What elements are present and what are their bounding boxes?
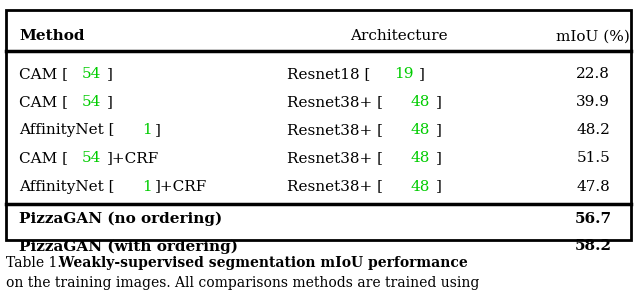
Text: 51.5: 51.5 [576,151,610,165]
Text: PizzaGAN (with ordering): PizzaGAN (with ordering) [19,239,238,254]
Text: ]+CRF: ]+CRF [107,151,159,165]
Text: 1: 1 [142,180,152,194]
Text: ]: ] [107,95,113,109]
Text: 48: 48 [410,123,430,137]
Text: 22.8: 22.8 [576,67,610,81]
Text: 19: 19 [394,67,413,81]
Text: Table 1.: Table 1. [6,256,62,270]
Text: ]: ] [435,151,441,165]
Text: mIoU (%): mIoU (%) [556,29,630,43]
Text: 48: 48 [410,180,430,194]
Text: PizzaGAN (no ordering): PizzaGAN (no ordering) [19,211,222,226]
Text: 48: 48 [410,95,430,109]
Text: 58.2: 58.2 [575,239,612,253]
Text: AffinityNet [: AffinityNet [ [19,123,115,137]
Text: on the training images. All comparisons methods are trained using: on the training images. All comparisons … [6,276,480,290]
Text: ]: ] [419,67,425,81]
Text: ]: ] [107,67,113,81]
Text: Resnet18 [: Resnet18 [ [287,67,371,81]
Text: ]: ] [435,180,441,194]
Text: Resnet38+ [: Resnet38+ [ [287,151,383,165]
Text: 47.8: 47.8 [576,180,610,194]
Text: Architecture: Architecture [350,29,447,43]
Text: ]: ] [435,123,441,137]
Text: 48.2: 48.2 [576,123,610,137]
Text: AffinityNet [: AffinityNet [ [19,180,115,194]
Text: 54: 54 [82,151,102,165]
Text: CAM [: CAM [ [19,67,68,81]
Text: Resnet38+ [: Resnet38+ [ [287,180,383,194]
Text: 1: 1 [142,123,152,137]
Text: Resnet38+ [: Resnet38+ [ [287,95,383,109]
Text: CAM [: CAM [ [19,95,68,109]
Text: ]: ] [154,123,161,137]
Text: 54: 54 [82,95,102,109]
Text: CAM [: CAM [ [19,151,68,165]
Text: Method: Method [19,29,84,43]
Text: ]+CRF: ]+CRF [154,180,207,194]
Text: 48: 48 [410,151,430,165]
Text: ]: ] [435,95,441,109]
Text: 56.7: 56.7 [575,211,612,225]
Text: 39.9: 39.9 [576,95,610,109]
Text: Resnet38+ [: Resnet38+ [ [287,123,383,137]
Text: 54: 54 [82,67,102,81]
Text: Weakly-supervised segmentation mIoU performance: Weakly-supervised segmentation mIoU perf… [54,256,468,270]
